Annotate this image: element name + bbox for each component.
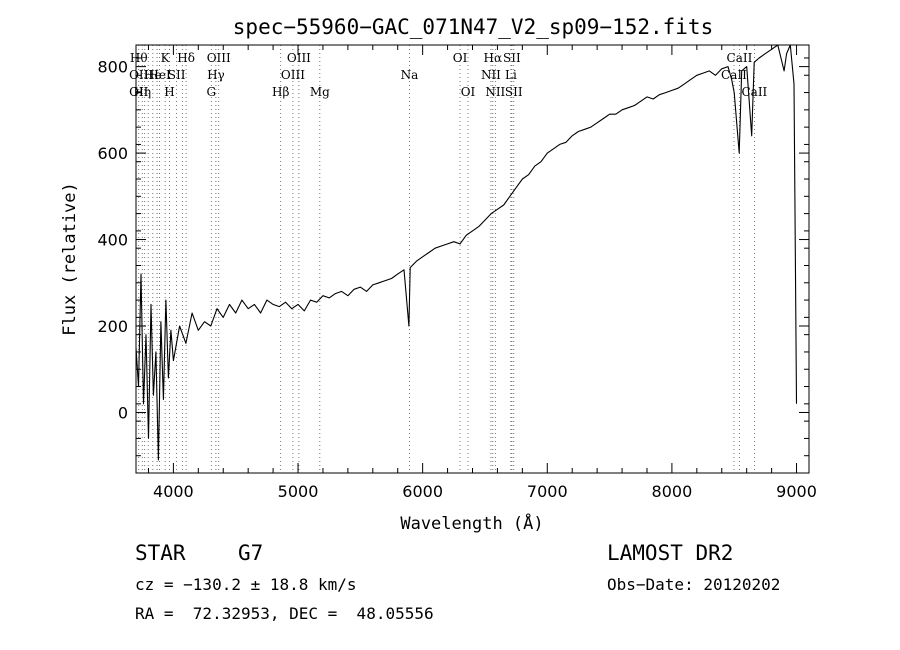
plot-frame [135,44,810,474]
chart-title: spec−55960−GAC_071N47_V2_sp09−152.fits [233,15,713,39]
survey-name: LAMOST DR2 [607,541,734,565]
line-label: OI [453,51,468,65]
object-class: STAR [135,541,186,565]
line-label: OIII [281,68,305,82]
ra-dec-coordinates: RA = 72.32953, DEC = 48.05556 [135,604,434,623]
x-axis-label: Wavelength (Å) [400,512,543,534]
y-axis-label: Flux (relative) [60,182,80,336]
line-label: OI [461,85,476,99]
line-label: OII [129,85,149,99]
x-tick-label: 6000 [402,482,443,501]
y-tick-label: 0 [118,403,128,422]
line-label: He [144,68,162,82]
line-label: Na [401,68,419,82]
line-label: H [164,85,174,99]
line-label: CaII [727,51,753,65]
line-label: Mg [310,85,330,99]
line-label: Hδ [177,51,195,65]
line-label: Li [505,68,517,82]
object-subclass: G7 [238,541,264,565]
line-label: G [206,85,216,99]
x-tick-label: 9000 [776,482,817,501]
observation-date: Obs−Date: 20120202 [607,575,781,594]
x-tick-label: 5000 [278,482,319,501]
line-label: SII [503,51,521,65]
x-tick-label: 8000 [652,482,693,501]
redshift-cz: cz = −130.2 ± 18.8 km/s [135,575,357,594]
spectrum-line-0 [135,44,798,461]
line-label: NII [485,85,505,99]
y-tick-label: 200 [97,317,128,336]
line-label: OIII [287,51,311,65]
axes: 4000 5000 6000 7000 8000 9000 0 200 400 600 800 [97,45,817,501]
line-label: NII [481,68,501,82]
y-tick-label: 400 [97,231,128,250]
line-label: OIII [207,51,231,65]
x-tick-label: 4000 [153,482,194,501]
line-label: K [161,51,171,65]
line-label: Hη [133,85,151,99]
line-label: SII [168,68,186,82]
line-label: CaII [741,85,767,99]
line-label: Hγ [207,68,225,82]
line-label: SII [505,85,523,99]
line-label: Hα [484,51,503,65]
y-tick-label: 600 [97,144,128,163]
x-tick-label: 7000 [527,482,568,501]
y-tick-label: 800 [97,58,128,77]
line-label: HeI [148,68,171,82]
spectrum-series [135,44,798,461]
line-label: CaII [721,68,747,82]
line-label: Hβ [272,85,289,99]
emission-line-markers: HθOIIOIIHηHeHeIKHSIIHδGHγOIIIHβOIIIOIIIM… [129,45,768,473]
